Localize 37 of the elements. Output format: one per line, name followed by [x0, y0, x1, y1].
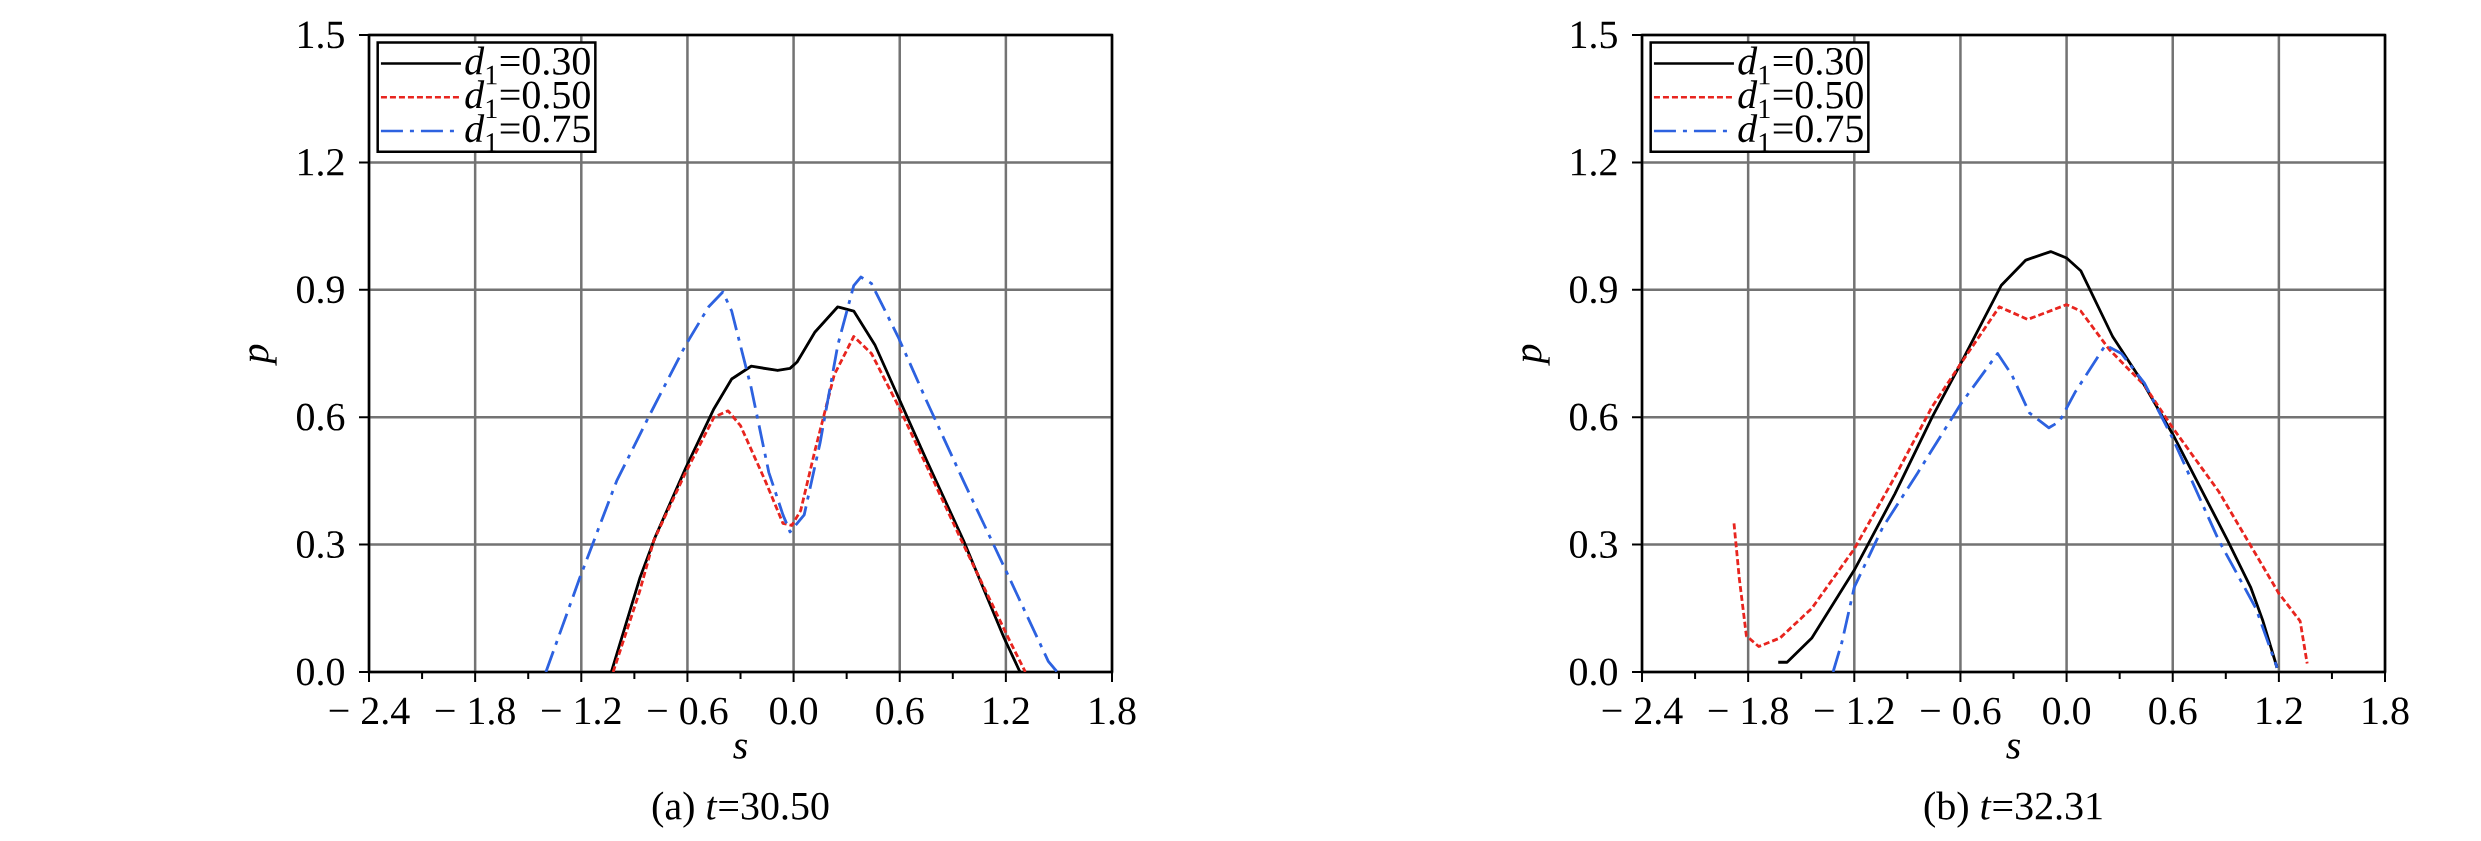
x-tick-label: 1.2 — [984, 697, 1029, 725]
y-tick-label: 1.5 — [298, 21, 344, 49]
y-tick-label: 0.6 — [297, 403, 345, 431]
x-tick-label: 0.0 — [770, 697, 818, 725]
y-axis-title: p — [1522, 344, 1550, 366]
line-series — [1831, 343, 2279, 672]
x-tick-label: − 0.6 — [1921, 697, 2001, 725]
y-tick-label: 1.2 — [1572, 148, 1617, 176]
x-tick-label: − 1.8 — [1708, 697, 1788, 725]
x-tick-label: 0.6 — [876, 697, 924, 725]
x-tick-label: − 2.4 — [329, 697, 410, 725]
x-tick-label: 0.6 — [2149, 697, 2197, 725]
x-tick-label: − 2.4 — [1602, 697, 1683, 725]
line-series — [544, 275, 1059, 672]
x-tick-label: 0.0 — [2043, 697, 2091, 725]
y-tick-label: 1.2 — [298, 148, 344, 176]
line-series — [1732, 303, 2309, 665]
y-tick-label: 0.3 — [1570, 530, 1617, 559]
x-axis-title: s — [733, 739, 748, 759]
x-tick-label: − 0.6 — [648, 697, 728, 725]
text: (b) t=32.31 — [1924, 791, 2102, 828]
y-tick-label: 0.6 — [1570, 403, 1618, 431]
x-tick-label: − 1.2 — [542, 697, 621, 725]
y-tick-label: 0.9 — [1570, 276, 1617, 304]
x-tick-label: − 1.2 — [1815, 697, 1894, 725]
y-tick-label: 0.0 — [297, 658, 344, 686]
y-tick-label: 0.3 — [297, 530, 344, 559]
y-tick-label: 0.9 — [297, 276, 344, 304]
x-tick-label: 1.2 — [2257, 697, 2302, 725]
x-tick-label: 1.8 — [2363, 697, 2409, 725]
x-tick-label: 1.8 — [1090, 697, 1136, 725]
y-tick-label: 1.5 — [1572, 21, 1617, 49]
y-axis-title: p — [249, 344, 277, 366]
y-tick-label: 0.0 — [1570, 658, 1617, 686]
x-axis-title: s — [2006, 739, 2021, 759]
x-tick-label: − 1.8 — [435, 697, 515, 725]
text: (a) t=30.50 — [652, 791, 829, 828]
